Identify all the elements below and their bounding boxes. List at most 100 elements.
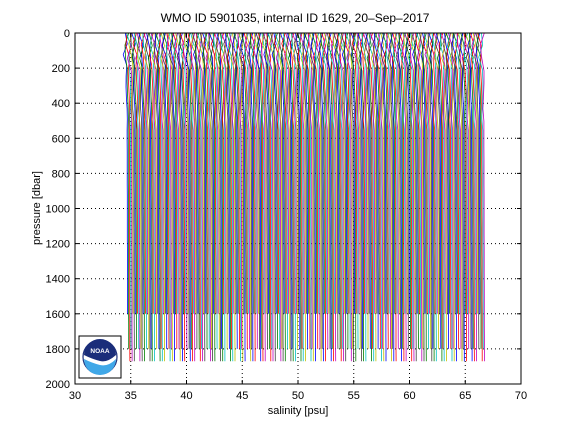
profile-trace: [185, 32, 191, 362]
profile-trace: [428, 32, 434, 349]
profile-trace: [433, 32, 438, 314]
profile-trace: [244, 32, 250, 349]
profile-trace: [369, 32, 375, 362]
profile-trace: [232, 32, 237, 314]
profile-trace: [251, 32, 257, 314]
profile-trace: [205, 32, 211, 362]
profile-trace: [288, 32, 294, 362]
profile-trace: [429, 32, 435, 362]
profile-trace: [241, 32, 247, 314]
profile-trace: [325, 32, 331, 349]
profile-trace: [417, 32, 424, 349]
profile-trace: [164, 32, 170, 349]
profile-trace: [394, 32, 400, 314]
profile-trace: [198, 32, 204, 314]
profile-trace: [446, 32, 453, 362]
profile-trace: [324, 32, 330, 314]
profile-trace: [334, 32, 340, 314]
profile-trace: [402, 32, 408, 314]
profile-trace: [444, 32, 450, 349]
profile-trace: [388, 32, 395, 362]
profile-trace: [408, 32, 414, 349]
profile-trace: [399, 32, 406, 314]
profile-trace: [274, 32, 281, 349]
profile-trace: [179, 32, 186, 362]
profile-trace: [285, 32, 291, 349]
profile-trace: [351, 32, 357, 362]
profile-trace: [226, 32, 231, 362]
profile-trace: [172, 32, 178, 349]
profile-trace: [196, 32, 201, 362]
profile-trace: [357, 32, 362, 362]
profile-trace: [140, 32, 146, 314]
profile-trace: [161, 32, 168, 349]
profile-trace: [137, 32, 142, 349]
profile-trace: [387, 32, 393, 362]
profile-trace: [411, 32, 417, 362]
x-tick-label: 40: [180, 390, 192, 402]
profile-trace: [173, 32, 180, 349]
y-tick-label: 2000: [46, 379, 70, 391]
noaa-logo-wave: [84, 359, 116, 375]
profile-trace: [345, 32, 351, 349]
profile-trace: [178, 32, 184, 314]
profile-trace: [452, 32, 457, 362]
profile-trace: [460, 32, 466, 314]
profile-trace: [269, 32, 275, 314]
profile-trace: [399, 32, 405, 362]
profile-trace: [357, 32, 363, 349]
profile-trace: [223, 32, 229, 314]
x-axis-label: salinity [psu]: [268, 405, 329, 417]
profile-trace: [303, 32, 309, 349]
profile-trace: [355, 32, 361, 349]
profile-trace: [228, 32, 235, 314]
profile-trace: [478, 32, 484, 349]
profile-trace: [359, 32, 366, 314]
profile-trace: [351, 32, 358, 314]
profile-trace: [415, 32, 420, 314]
profile-trace: [166, 32, 172, 349]
profile-trace: [479, 32, 485, 362]
profile-trace: [321, 32, 327, 362]
profile-trace: [382, 32, 388, 314]
profile-trace: [187, 32, 193, 362]
profile-trace: [238, 32, 245, 314]
profile-trace: [149, 32, 154, 314]
profile-trace: [133, 32, 140, 349]
profile-trace: [191, 32, 198, 349]
profile-trace: [235, 32, 242, 362]
y-tick-label: 400: [52, 98, 70, 110]
profile-trace: [376, 32, 382, 362]
profile-trace: [445, 32, 451, 314]
profile-trace: [215, 32, 221, 362]
profile-trace: [340, 32, 347, 362]
profile-trace: [234, 32, 240, 349]
profile-trace: [451, 32, 456, 314]
profile-trace: [165, 32, 171, 362]
profile-trace: [143, 32, 150, 349]
profile-trace: [299, 32, 305, 314]
profile-trace: [440, 32, 445, 362]
profile-trace: [202, 32, 208, 349]
profile-trace: [250, 32, 256, 362]
x-tick-labels: 30 35 40 45 50 55 60 65 70: [69, 390, 527, 402]
chart-title: WMO ID 5901035, internal ID 1629, 20–Sep…: [161, 11, 430, 25]
profile-trace: [354, 32, 360, 314]
profile-trace: [252, 32, 258, 349]
profile-trace: [182, 32, 188, 349]
profile-trace: [149, 32, 155, 362]
profile-trace: [201, 32, 207, 314]
profile-trace: [217, 32, 224, 362]
profile-trace: [237, 32, 243, 349]
profile-trace: [374, 32, 380, 314]
profile-trace: [327, 32, 333, 349]
profile-trace: [266, 32, 272, 362]
profile-trace: [289, 32, 295, 314]
profile-trace: [132, 32, 139, 314]
profile-trace: [404, 32, 410, 314]
profile-trace: [138, 32, 144, 314]
profile-trace: [302, 32, 307, 314]
profile-trace: [311, 32, 317, 314]
profile-trace: [262, 32, 268, 349]
profile-trace: [142, 32, 148, 349]
